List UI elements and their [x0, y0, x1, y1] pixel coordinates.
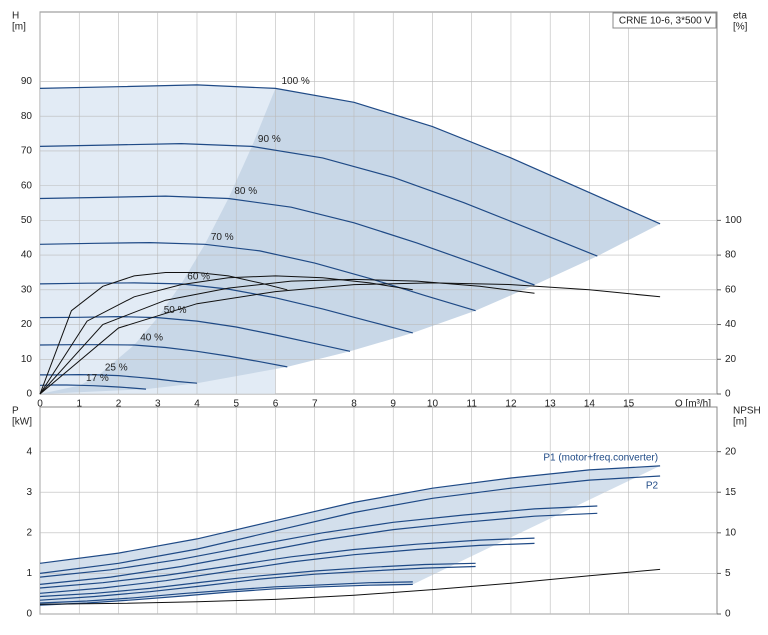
- x-tick-label: 5: [233, 399, 239, 410]
- y2-tick-label: 100: [725, 215, 742, 226]
- y2-axis-label: [%]: [733, 22, 748, 33]
- y-axis-label: H: [12, 11, 19, 22]
- curve: [39, 142, 598, 257]
- y-tick-label: 2: [26, 527, 32, 538]
- y-axis-label: [kW]: [12, 417, 32, 428]
- y2-tick-label: 20: [725, 354, 737, 365]
- curve: [39, 275, 413, 395]
- y2-axis-label: [m]: [733, 417, 747, 428]
- speed-label: 90 %: [258, 134, 281, 145]
- curve: [39, 512, 598, 585]
- y-tick-label: 30: [21, 284, 33, 295]
- y-tick-label: 3: [26, 487, 32, 498]
- x-tick-label: 9: [390, 399, 396, 410]
- power-label: P2: [646, 481, 659, 492]
- x-tick-label: 10: [427, 399, 439, 410]
- y2-tick-label: 40: [725, 319, 737, 330]
- speed-label: 60 %: [187, 272, 210, 283]
- y-tick-label: 10: [21, 354, 33, 365]
- x-tick-label: 12: [505, 399, 517, 410]
- y2-tick-label: 0: [725, 609, 731, 620]
- y-tick-label: 20: [21, 319, 33, 330]
- speed-label: 17 %: [86, 373, 109, 384]
- y-axis-label: P: [12, 406, 19, 417]
- y-tick-label: 0: [26, 609, 32, 620]
- curve: [39, 583, 413, 606]
- x-tick-label: 11: [467, 399, 478, 410]
- y2-axis-label: eta: [733, 11, 747, 22]
- curve: [39, 315, 351, 352]
- x-tick-label: 13: [545, 399, 557, 410]
- speed-label: 40 %: [140, 333, 163, 344]
- curve: [39, 562, 476, 598]
- y2-tick-label: 15: [725, 487, 737, 498]
- x-tick-label: 15: [623, 399, 635, 410]
- y-axis-label: [m]: [12, 22, 26, 33]
- x-axis-label: Q [m³/h]: [675, 399, 711, 410]
- y2-tick-label: 80: [725, 250, 737, 261]
- y-tick-label: 40: [21, 250, 33, 261]
- operating-area: [40, 88, 661, 395]
- power-label: P1 (motor+freq.converter): [543, 452, 658, 463]
- x-tick-label: 6: [273, 399, 279, 410]
- curve: [39, 282, 413, 334]
- curve: [39, 272, 288, 395]
- speed-label: 70 %: [211, 232, 234, 243]
- x-tick-label: 2: [116, 399, 122, 410]
- y2-tick-label: 20: [725, 446, 737, 457]
- curve: [39, 568, 661, 605]
- x-tick-label: 4: [194, 399, 200, 410]
- box-label: CRNE 10-6, 3*500 V: [619, 16, 712, 27]
- y2-axis-label: NPSH: [733, 406, 761, 417]
- curve: [39, 475, 661, 574]
- y2-tick-label: 60: [725, 284, 737, 295]
- curve: [39, 278, 535, 395]
- curve: [39, 465, 661, 564]
- speed-label: 25 %: [105, 363, 128, 374]
- x-tick-label: 8: [351, 399, 357, 410]
- curve: [39, 384, 147, 390]
- speed-label: 80 %: [234, 186, 257, 197]
- y2-tick-label: 0: [725, 389, 731, 400]
- x-tick-label: 14: [584, 399, 596, 410]
- curve: [39, 537, 535, 589]
- y-tick-label: 80: [21, 111, 33, 122]
- curve: [39, 565, 476, 601]
- curve: [39, 84, 661, 225]
- y2-tick-label: 5: [725, 568, 731, 579]
- y-tick-label: 50: [21, 215, 33, 226]
- y-tick-label: 1: [26, 568, 32, 579]
- x-tick-label: 3: [155, 399, 161, 410]
- box-label-frame: [612, 12, 717, 29]
- curve: [39, 282, 661, 395]
- y-tick-label: 90: [21, 76, 33, 87]
- curve: [39, 195, 535, 286]
- y-tick-label: 60: [21, 180, 33, 191]
- curve: [39, 344, 288, 368]
- curve: [39, 241, 476, 312]
- speed-label: 100 %: [281, 76, 309, 87]
- curve: [39, 505, 598, 578]
- y2-tick-label: 10: [725, 527, 737, 538]
- y-tick-label: 0: [26, 389, 32, 400]
- curve: [40, 373, 198, 384]
- y-tick-label: 70: [21, 146, 33, 157]
- x-tick-label: 1: [76, 399, 82, 410]
- x-tick-label: 0: [37, 399, 43, 410]
- curve: [39, 542, 535, 594]
- curve: [39, 581, 413, 604]
- y-tick-label: 4: [26, 446, 32, 457]
- x-tick-label: 7: [312, 399, 318, 410]
